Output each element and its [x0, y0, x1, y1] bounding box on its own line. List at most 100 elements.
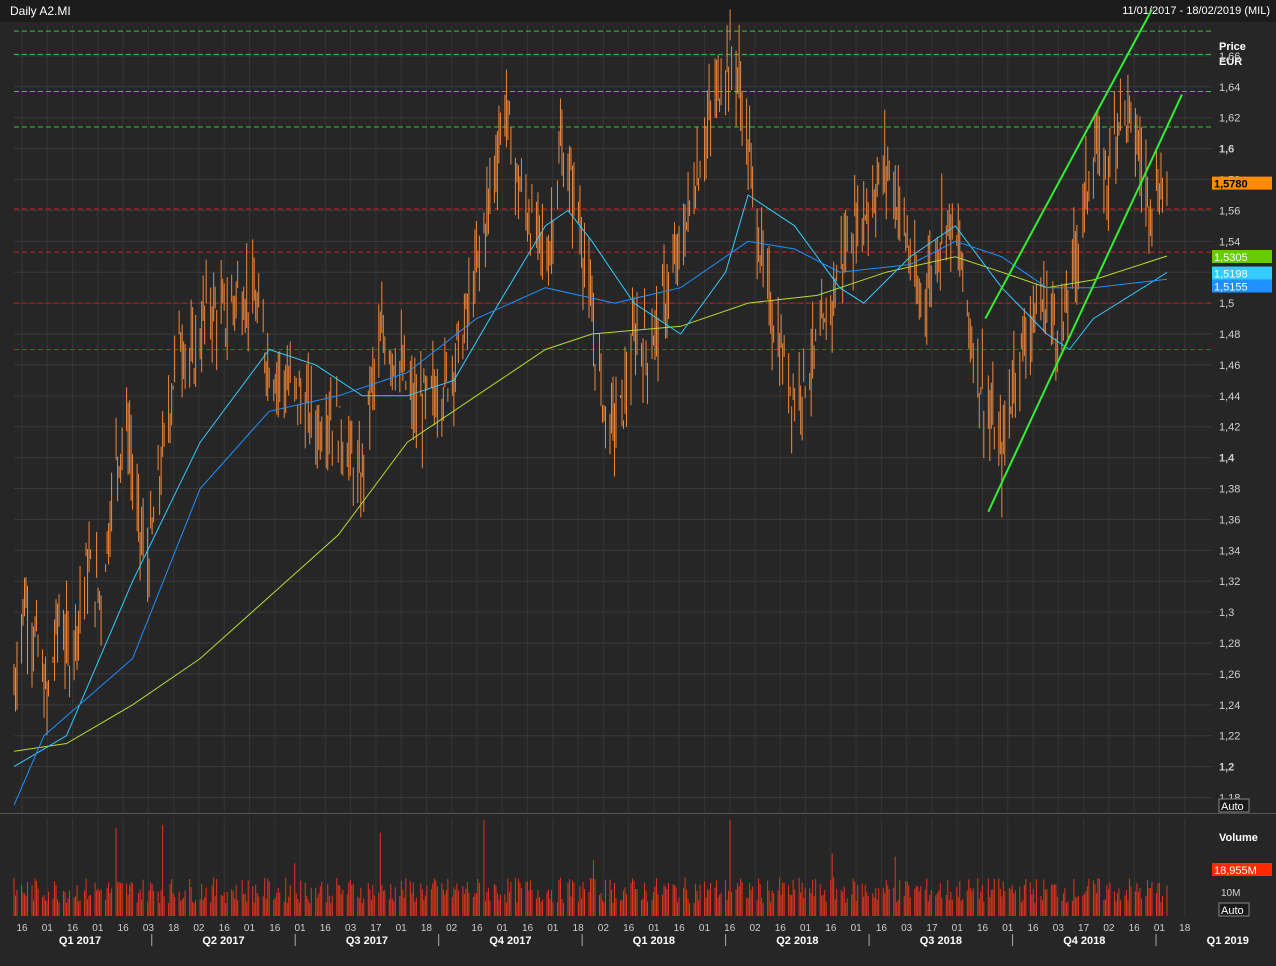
y-tick-label: 1,46 [1219, 360, 1240, 372]
price-axis-unit: EUR [1219, 56, 1242, 68]
x-day-tick: 01 [547, 923, 559, 934]
x-day-tick: 02 [598, 923, 610, 934]
volume-bars [13, 820, 1168, 916]
moving-averages [13, 194, 1168, 806]
x-quarter-label: Q2 2018 [776, 935, 818, 947]
y-tick-label: 1,36 [1219, 514, 1240, 526]
time-axis[interactable]: 16 01 16 01 16 03 18 02 16 01 16 01 16 03 17 01 18 02 16 01… [16, 923, 1248, 947]
x-day-tick: 16 [623, 923, 635, 934]
x-day-tick: 01 [396, 923, 408, 934]
x-day-tick: 18 [1179, 923, 1191, 934]
y-tick-label: 1,6 [1219, 144, 1234, 156]
x-quarter-label: Q1 2019 [1207, 935, 1249, 947]
y-tick-label: 1,22 [1219, 731, 1240, 743]
volume-axis[interactable]: Volume 10M [1219, 832, 1258, 899]
x-day-tick: 18 [168, 923, 180, 934]
y-tick-label: 1,56 [1219, 205, 1240, 217]
y-tick-label: 1,54 [1219, 236, 1240, 248]
x-day-tick: 03 [901, 923, 913, 934]
x-day-tick: 18 [573, 923, 585, 934]
x-day-tick: 16 [876, 923, 888, 934]
price-auto-button[interactable]: Auto [1218, 798, 1250, 813]
x-day-tick: 17 [1078, 923, 1090, 934]
price-badge-bg [1212, 266, 1272, 280]
x-day-tick: 18 [421, 923, 433, 934]
x-day-tick: 16 [1028, 923, 1040, 934]
price-badge-label: 1,5305 [1214, 252, 1248, 264]
moving-average-2 [13, 194, 1168, 768]
x-day-tick: 16 [674, 923, 686, 934]
x-quarter-label: Q1 2017 [59, 935, 101, 947]
x-quarter-label: Q3 2018 [920, 935, 962, 947]
price-badge-label: 1,5155 [1214, 282, 1248, 294]
y-tick-label: 1,34 [1219, 545, 1240, 557]
x-day-tick: 16 [724, 923, 736, 934]
x-day-tick: 01 [1154, 923, 1166, 934]
volume-badge-bg [1212, 863, 1272, 876]
y-tick-label: 1,64 [1219, 82, 1240, 94]
x-day-tick: 16 [471, 923, 483, 934]
price-axis[interactable]: Price EUR 1,181,21,221,241,261,281,31,32… [1219, 41, 1246, 805]
x-day-tick: 03 [1053, 923, 1065, 934]
price-auto-label: Auto [1221, 801, 1244, 813]
x-quarter-label: Q3 2017 [346, 935, 388, 947]
price-bars [13, 9, 1168, 736]
x-day-tick: 16 [320, 923, 332, 934]
x-day-tick: 16 [118, 923, 130, 934]
x-day-tick: 17 [926, 923, 938, 934]
x-day-tick: 01 [648, 923, 660, 934]
x-day-tick: 16 [1129, 923, 1141, 934]
x-day-tick: 01 [800, 923, 812, 934]
x-day-tick: 02 [446, 923, 458, 934]
y-tick-label: 1,2 [1219, 762, 1234, 774]
trend-line [984, 9, 1153, 320]
y-tick-label: 1,4 [1219, 453, 1235, 465]
y-tick-label: 1,32 [1219, 576, 1240, 588]
x-day-tick: 01 [92, 923, 104, 934]
x-quarter-label: Q1 2018 [633, 935, 675, 947]
price-badge-label: 1,5780 [1214, 179, 1248, 191]
y-tick-label: 1,44 [1219, 391, 1240, 403]
x-day-tick: 03 [345, 923, 357, 934]
x-day-tick: 01 [1002, 923, 1014, 934]
x-day-tick: 01 [42, 923, 54, 934]
y-tick-label: 1,62 [1219, 113, 1240, 125]
x-day-tick: 03 [143, 923, 155, 934]
volume-tick-10m: 10M [1221, 888, 1240, 899]
y-tick-label: 1,66 [1219, 51, 1240, 63]
y-tick-label: 1,26 [1219, 669, 1240, 681]
x-day-tick: 16 [16, 923, 28, 934]
price-badge-bg [1212, 176, 1272, 190]
x-day-tick: 01 [244, 923, 256, 934]
y-tick-label: 1,3 [1219, 607, 1234, 619]
volume-axis-title: Volume [1219, 832, 1258, 844]
volume-auto-button[interactable]: Auto [1218, 902, 1250, 917]
x-day-tick: 01 [699, 923, 711, 934]
x-day-tick: 01 [851, 923, 863, 934]
price-badge-label: 1,5198 [1214, 269, 1248, 281]
x-day-tick: 02 [193, 923, 205, 934]
y-tick-label: 1,5 [1219, 298, 1234, 310]
y-tick-label: 1,24 [1219, 700, 1240, 712]
x-day-tick: 16 [269, 923, 281, 934]
moving-average-1 [13, 255, 1168, 752]
x-day-tick: 16 [977, 923, 989, 934]
date-range: 11/01/2017 - 18/02/2019 (MIL) [1122, 5, 1270, 17]
trend-line [987, 94, 1183, 513]
x-day-tick: 16 [219, 923, 231, 934]
y-tick-label: 1,42 [1219, 422, 1240, 434]
x-day-tick: 16 [67, 923, 79, 934]
x-day-tick: 02 [1103, 923, 1115, 934]
y-tick-label: 1,28 [1219, 638, 1240, 650]
x-quarter-label: Q4 2018 [1063, 935, 1105, 947]
x-day-tick: 01 [497, 923, 509, 934]
y-tick-label: 1,48 [1219, 329, 1240, 341]
title-bar: Daily A2.MI 11/01/2017 - 18/02/2019 (MIL… [0, 0, 1276, 22]
price-axis-title: Price [1219, 41, 1246, 53]
x-day-tick: 16 [825, 923, 837, 934]
x-day-tick: 17 [370, 923, 382, 934]
x-quarter-label: Q4 2017 [489, 935, 531, 947]
